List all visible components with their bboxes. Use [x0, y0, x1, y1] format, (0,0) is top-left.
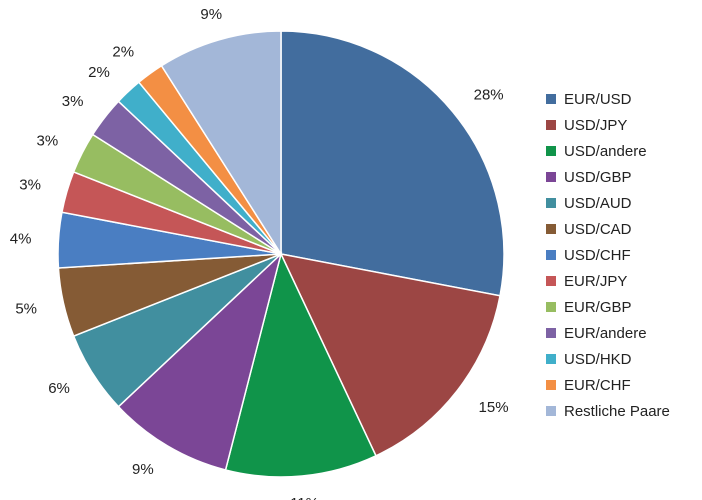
legend-item: USD/AUD: [546, 190, 670, 216]
slice-label-usd-hkd: 2%: [88, 64, 110, 81]
legend-item: USD/GBP: [546, 164, 670, 190]
legend-swatch: [546, 406, 556, 416]
legend-swatch: [546, 198, 556, 208]
legend-swatch: [546, 94, 556, 104]
legend-label: USD/JPY: [564, 116, 628, 134]
slice-label-eur-chf: 2%: [112, 44, 134, 61]
legend-item: EUR/GBP: [546, 294, 670, 320]
slice-label-eur-usd: 28%: [474, 87, 504, 104]
slice-label-usd-gbp: 9%: [132, 461, 154, 478]
slice-label-usd-cad: 5%: [15, 301, 37, 318]
slice-label-usd-jpy: 15%: [479, 399, 509, 416]
legend-swatch: [546, 302, 556, 312]
pie-slice-restliche-paare: [160, 30, 282, 257]
legend-label: EUR/GBP: [564, 298, 632, 316]
pie-slice-eur-usd: [280, 30, 505, 297]
pie-slice-usd-gbp: [117, 251, 283, 471]
legend-label: USD/GBP: [564, 168, 632, 186]
legend-item: EUR/USD: [546, 86, 670, 112]
legend-swatch: [546, 120, 556, 130]
legend-swatch: [546, 250, 556, 260]
legend-swatch: [546, 328, 556, 338]
legend-label: USD/CHF: [564, 246, 631, 264]
legend-item: USD/CAD: [546, 216, 670, 242]
slice-label-eur-gbp: 3%: [37, 133, 59, 150]
legend-item: USD/JPY: [546, 112, 670, 138]
legend-label: USD/HKD: [564, 350, 632, 368]
legend-swatch: [546, 380, 556, 390]
legend-label: Restliche Paare: [564, 402, 670, 420]
legend-label: USD/andere: [564, 142, 647, 160]
legend-item: USD/HKD: [546, 346, 670, 372]
legend-label: EUR/JPY: [564, 272, 628, 290]
legend-swatch: [546, 224, 556, 234]
slice-label-usd-chf: 4%: [10, 230, 32, 247]
legend-swatch: [546, 172, 556, 182]
legend-swatch: [546, 354, 556, 364]
legend-label: USD/CAD: [564, 220, 632, 238]
legend-label: EUR/USD: [564, 90, 632, 108]
pie-slice-usd-jpy: [279, 252, 501, 457]
legend-label: EUR/CHF: [564, 376, 631, 394]
slice-label-usd-andere: 11%: [290, 495, 319, 500]
slice-label-eur-jpy: 3%: [19, 176, 41, 193]
legend-item: EUR/CHF: [546, 372, 670, 398]
legend-label: EUR/andere: [564, 324, 647, 342]
slice-label-eur-andere: 3%: [62, 93, 84, 110]
legend-label: USD/AUD: [564, 194, 632, 212]
slice-label-restliche-paare: 9%: [200, 6, 222, 23]
legend-item: USD/andere: [546, 138, 670, 164]
legend-item: Restliche Paare: [546, 398, 670, 424]
pie-slices: [57, 30, 505, 478]
pie-slice-usd-andere: [224, 251, 377, 478]
legend-item: EUR/andere: [546, 320, 670, 346]
legend-swatch: [546, 276, 556, 286]
legend-item: EUR/JPY: [546, 268, 670, 294]
legend: EUR/USD USD/JPY USD/andere USD/GBP USD/AUD US…: [546, 86, 670, 424]
legend-item: USD/CHF: [546, 242, 670, 268]
legend-swatch: [546, 146, 556, 156]
pie-percent-labels: 28%15%11%9%6%5%4%3%3%3%2%2%9%: [10, 6, 509, 500]
slice-label-usd-aud: 6%: [48, 380, 70, 397]
